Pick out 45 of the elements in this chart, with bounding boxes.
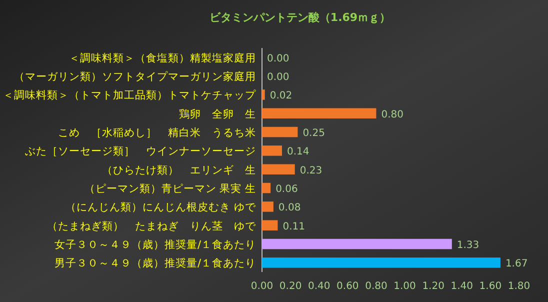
y-tick-label: （マーガリン類）ソフトタイプマーガリン家庭用 xyxy=(14,70,256,83)
bar xyxy=(262,202,274,212)
bar xyxy=(262,108,376,118)
x-tick-label: 1.80 xyxy=(508,281,530,292)
data-label: 0.14 xyxy=(286,146,310,158)
y-tick-label: ぶた［ソーセージ類］ ウインナーソーセージ xyxy=(25,146,256,158)
data-label: 0.11 xyxy=(282,221,305,232)
bar xyxy=(262,146,282,156)
y-tick-label: （ピーマン類）青ピーマン 果実 生 xyxy=(84,182,256,195)
y-tick-label: （たまねぎ類） たまねぎ りん茎 ゆで xyxy=(47,219,257,232)
x-tick-label: 1.60 xyxy=(479,281,502,292)
y-tick-label: ＜調味料類＞（トマト加工品類）トマトケチャップ xyxy=(3,88,257,102)
y-tick-label: （ひらたけ類） エリンギ 生 xyxy=(102,163,256,176)
data-label: 0.06 xyxy=(276,184,298,195)
y-tick-label: 男子３０～４９（歳）推奨量/１食あたり xyxy=(54,256,256,270)
y-tick-label: （にんじん類）にんじん根皮むき ゆで xyxy=(66,200,257,214)
data-label: 0.80 xyxy=(381,109,404,120)
data-label: 0.25 xyxy=(302,128,325,139)
y-tick-label: ＜調味料類＞（食塩類）精製塩家庭用 xyxy=(69,51,256,64)
bar xyxy=(262,238,452,250)
data-label: 0.23 xyxy=(300,165,322,176)
x-tick-label: 1.40 xyxy=(450,281,474,292)
bar xyxy=(262,182,271,194)
data-label: 0.08 xyxy=(278,202,301,214)
data-label: 1.33 xyxy=(456,240,480,251)
x-tick-label: 0.80 xyxy=(365,281,388,292)
bar xyxy=(262,90,265,100)
data-label: 1.67 xyxy=(505,258,528,270)
data-label: 0.00 xyxy=(267,53,290,64)
x-tick-label: 0.20 xyxy=(279,281,302,292)
x-tick-label: 0.00 xyxy=(250,281,274,292)
y-tick-label: 女子３０～４９（歳）推奨量/１食あたり xyxy=(54,238,256,251)
x-tick-label: 1.00 xyxy=(394,281,416,292)
y-tick-label: 鶏卵 全卵 生 xyxy=(179,107,256,120)
chart-title: ビタミンパントテン酸（1.69ｍｇ） xyxy=(209,11,391,24)
data-label: 0.02 xyxy=(270,90,292,102)
x-tick-label: 0.60 xyxy=(336,281,359,292)
bar xyxy=(262,220,278,230)
bar xyxy=(262,126,298,138)
bar xyxy=(262,258,500,268)
x-tick-label: 1.20 xyxy=(422,281,444,292)
data-label: 0.00 xyxy=(267,72,290,83)
x-tick-label: 0.40 xyxy=(308,281,330,292)
y-tick-label: こめ ［水稲めし］ 精白米 うるち米 xyxy=(58,126,256,139)
bar xyxy=(262,164,295,174)
